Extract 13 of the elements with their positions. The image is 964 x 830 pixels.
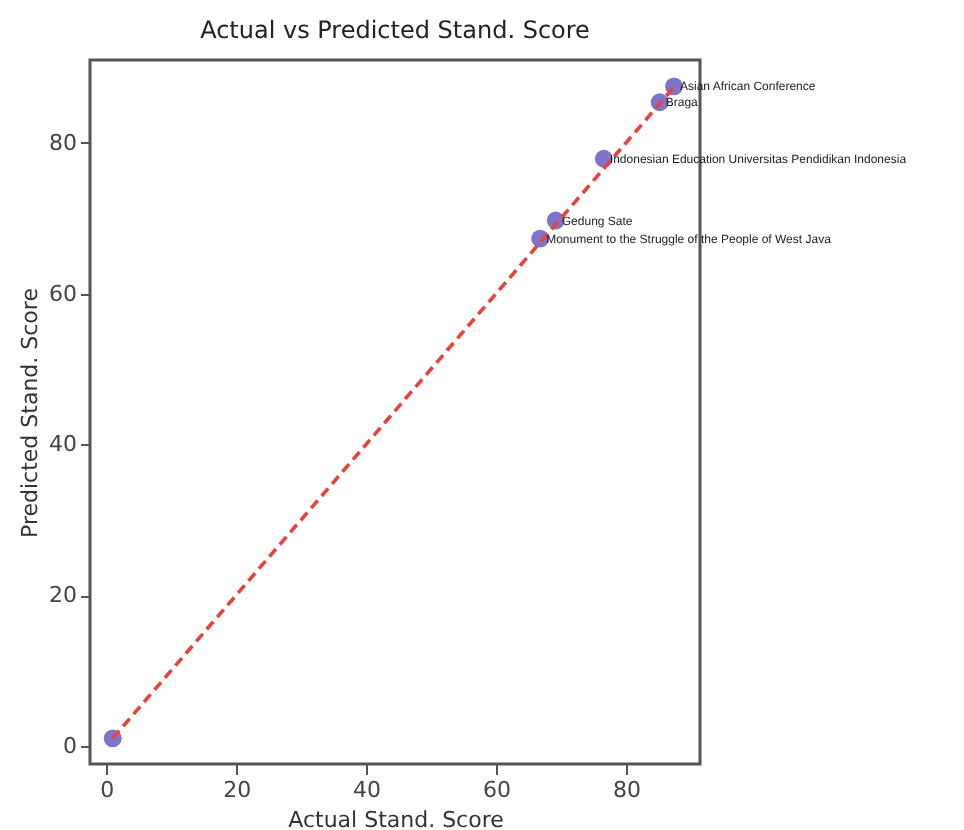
x-tick-label: 60 (483, 777, 512, 803)
x-tick-label: 0 (100, 777, 115, 803)
x-axis-title: Actual Stand. Score (288, 807, 505, 830)
chart-title: Actual vs Predicted Stand. Score (200, 16, 590, 44)
y-tick-label: 40 (49, 431, 77, 458)
y-tick-label: 0 (63, 732, 77, 759)
y-tick-label: 80 (49, 129, 77, 156)
x-tick-label: 40 (353, 777, 382, 803)
x-tick-label: 80 (612, 777, 641, 803)
y-tick-label: 20 (49, 582, 77, 609)
y-axis-title: Predicted Stand. Score (17, 287, 44, 538)
y-tick-label: 60 (49, 280, 77, 307)
x-tick-label: 20 (223, 777, 252, 803)
